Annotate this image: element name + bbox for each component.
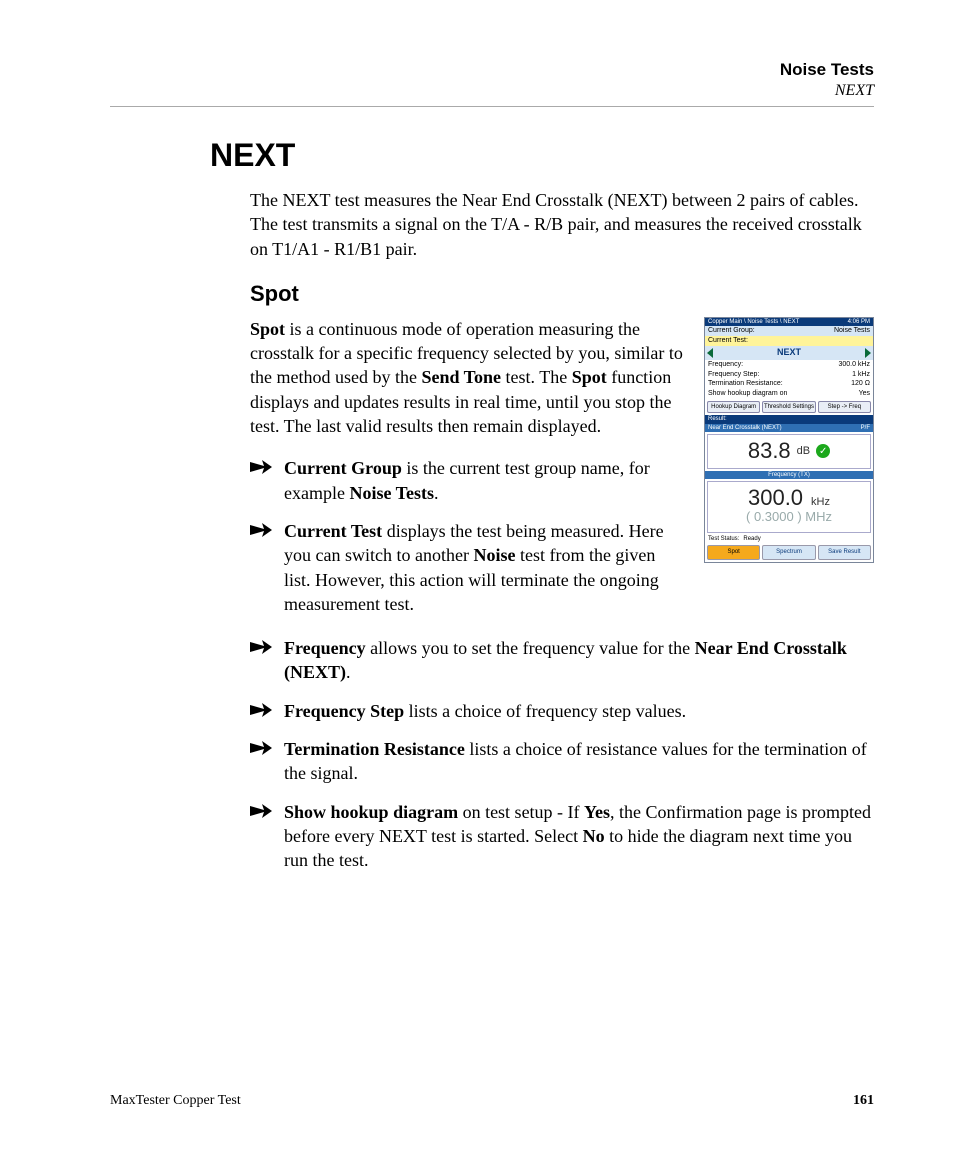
- list-item: Current Test displays the test being mea…: [250, 519, 686, 616]
- header-rule: [110, 106, 874, 107]
- freq-mhz-line: ( 0.3000 ) MHz: [746, 510, 832, 527]
- running-header-subsection: NEXT: [110, 82, 874, 100]
- threshold-settings-button[interactable]: Threshold Settings: [762, 401, 815, 414]
- bullet-arrow-icon: [250, 523, 272, 537]
- current-group-value: Noise Tests: [834, 327, 870, 335]
- bullet-arrow-icon: [250, 640, 272, 654]
- nec-value: 83.8: [748, 439, 791, 463]
- device-clock: 4:06 PM: [848, 319, 870, 326]
- pass-check-icon: ✓: [816, 444, 830, 458]
- bullet-list: Current Group is the current test group …: [250, 456, 686, 616]
- test-status-label: Test Status:: [708, 536, 739, 543]
- bullet-arrow-icon: [250, 741, 272, 755]
- intro-paragraph: The NEXT test measures the Near End Cros…: [250, 188, 874, 261]
- running-header-section: Noise Tests: [110, 60, 874, 80]
- list-item: Frequency allows you to set the frequenc…: [250, 636, 874, 685]
- footer-doc-title: MaxTester Copper Test: [110, 1093, 241, 1109]
- tab-spot[interactable]: Spot: [707, 545, 760, 560]
- nec-unit: dB: [797, 445, 810, 457]
- bullet-list-cont: Frequency allows you to set the frequenc…: [250, 636, 874, 872]
- bullet-arrow-icon: [250, 703, 272, 717]
- step-to-freq-button[interactable]: Step -> Freq: [818, 401, 871, 414]
- test-status-value: Ready: [743, 536, 760, 543]
- current-test-label: Current Test:: [708, 337, 748, 345]
- bullet-arrow-icon: [250, 460, 272, 474]
- tab-save-result[interactable]: Save Result: [818, 545, 871, 560]
- list-item: Show hookup diagram on test setup - If Y…: [250, 800, 874, 873]
- page-title: NEXT: [210, 137, 874, 174]
- current-test-value[interactable]: NEXT: [713, 348, 865, 358]
- device-screenshot: Copper Main \ Noise Tests \ NEXT 4:06 PM…: [704, 317, 874, 563]
- current-group-label: Current Group:: [708, 327, 755, 335]
- pf-label: P/F: [861, 425, 870, 432]
- next-test-icon[interactable]: [865, 348, 871, 358]
- freq-unit: kHz: [811, 496, 830, 508]
- bullet-arrow-icon: [250, 804, 272, 818]
- device-params: Frequency:300.0 kHz Frequency Step:1 kHz…: [705, 360, 873, 399]
- freq-tx-label: Frequency (TX): [768, 472, 810, 479]
- freq-value: 300.0: [748, 486, 803, 510]
- device-breadcrumb: Copper Main \ Noise Tests \ NEXT: [708, 319, 799, 326]
- spot-paragraph: Spot is a continuous mode of operation m…: [250, 317, 686, 438]
- hookup-diagram-button[interactable]: Hookup Diagram: [707, 401, 760, 414]
- section-heading-spot: Spot: [250, 281, 874, 307]
- footer-page-number: 161: [853, 1093, 874, 1109]
- list-item: Frequency Step lists a choice of frequen…: [250, 699, 874, 723]
- tab-spectrum[interactable]: Spectrum: [762, 545, 815, 560]
- nec-label: Near End Crosstalk (NEXT): [708, 425, 782, 432]
- list-item: Termination Resistance lists a choice of…: [250, 737, 874, 786]
- result-header: Result:: [705, 415, 873, 424]
- list-item: Current Group is the current test group …: [250, 456, 686, 505]
